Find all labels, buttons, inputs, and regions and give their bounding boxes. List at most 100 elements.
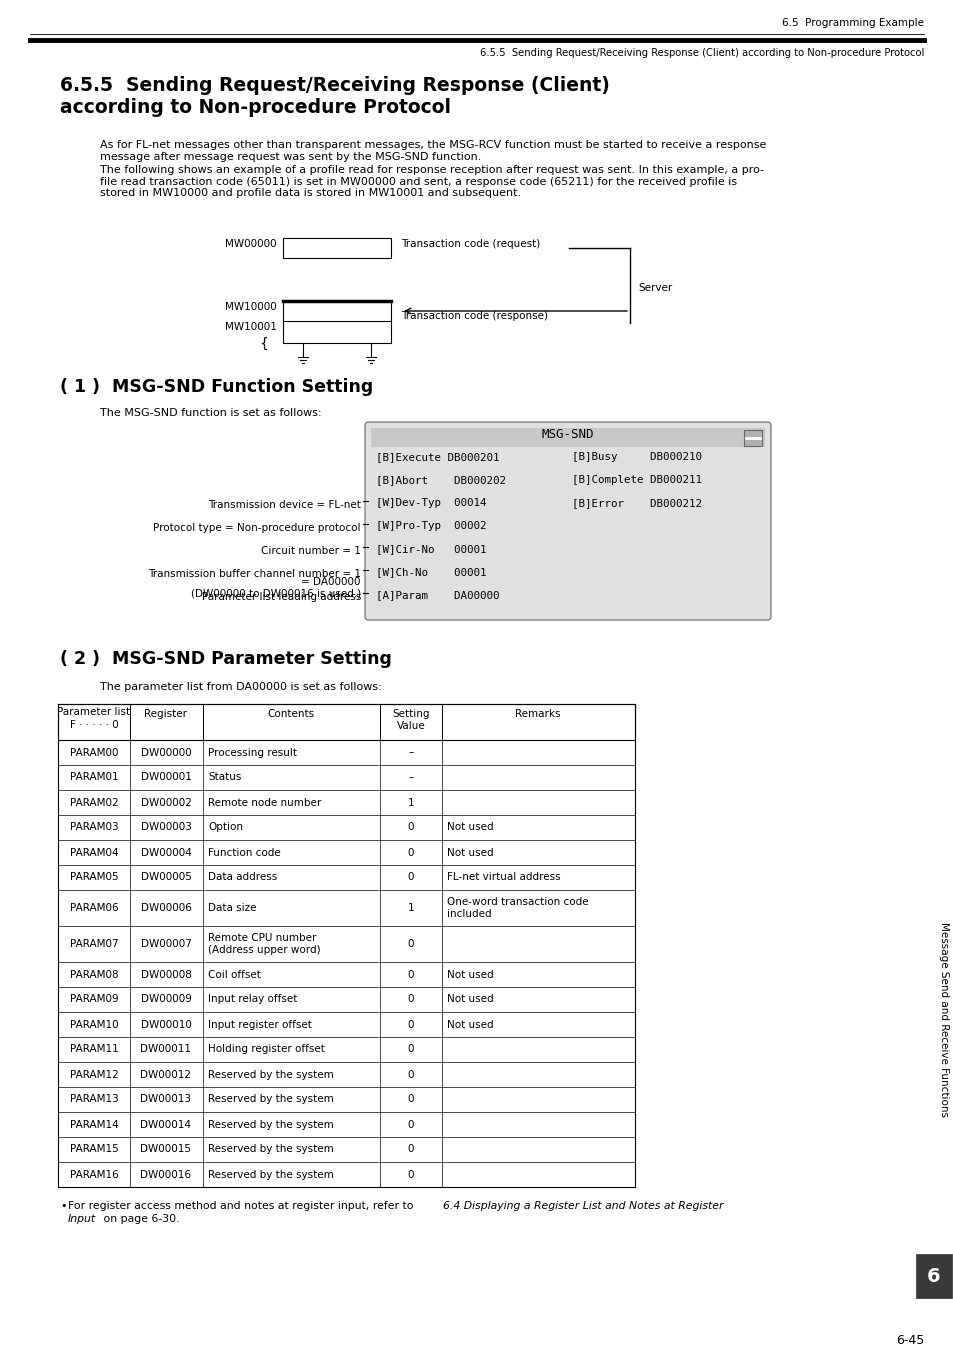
Text: 0: 0 [407, 940, 414, 949]
Text: The parameter list from DA00000 is set as follows:: The parameter list from DA00000 is set a… [100, 682, 381, 693]
Text: Data size: Data size [208, 903, 256, 913]
Text: PARAM14: PARAM14 [70, 1119, 118, 1130]
Text: DW00013: DW00013 [140, 1095, 192, 1104]
Text: PARAM07: PARAM07 [70, 940, 118, 949]
Text: DW00006: DW00006 [140, 903, 192, 913]
Text: 6.5.5  Sending Request/Receiving Response (Client) according to Non-procedure Pr: 6.5.5 Sending Request/Receiving Response… [479, 49, 923, 58]
Text: Message Send and Receive Functions: Message Send and Receive Functions [938, 922, 948, 1118]
Text: Not used: Not used [447, 822, 493, 833]
Text: Coil offset: Coil offset [208, 969, 260, 980]
Text: DW00016: DW00016 [140, 1169, 192, 1180]
Text: Transmission buffer channel number = 1: Transmission buffer channel number = 1 [148, 568, 360, 579]
Text: PARAM06: PARAM06 [70, 903, 118, 913]
Text: PARAM15: PARAM15 [70, 1145, 118, 1154]
Text: [W]Cir-No   00001: [W]Cir-No 00001 [375, 544, 486, 554]
Text: ( 2 )  MSG-SND Parameter Setting: ( 2 ) MSG-SND Parameter Setting [60, 649, 392, 668]
Text: The MSG-SND function is set as follows:: The MSG-SND function is set as follows: [100, 408, 321, 418]
Text: PARAM03: PARAM03 [70, 822, 118, 833]
Text: DW00001: DW00001 [140, 772, 192, 783]
Text: {: { [259, 338, 268, 351]
Text: Circuit number = 1: Circuit number = 1 [261, 545, 360, 556]
Text: •: • [60, 1202, 67, 1211]
Text: FL-net virtual address: FL-net virtual address [447, 872, 560, 883]
Text: Reserved by the system: Reserved by the system [208, 1169, 334, 1180]
Text: Server: Server [638, 284, 672, 293]
Text: PARAM01: PARAM01 [70, 772, 118, 783]
Text: Not used: Not used [447, 969, 493, 980]
Text: PARAM09: PARAM09 [70, 995, 118, 1004]
Text: The following shows an example of a profile read for response reception after re: The following shows an example of a prof… [100, 165, 763, 198]
Text: PARAM08: PARAM08 [70, 969, 118, 980]
Text: PARAM11: PARAM11 [70, 1045, 118, 1054]
Text: PARAM00: PARAM00 [70, 748, 118, 757]
Text: Parameter list: Parameter list [57, 707, 131, 717]
Text: 0: 0 [407, 848, 414, 857]
Text: DW00015: DW00015 [140, 1145, 192, 1154]
Text: MSG-SND: MSG-SND [541, 428, 594, 441]
Text: [W]Dev-Typ  00014: [W]Dev-Typ 00014 [375, 498, 486, 508]
Text: 6.5  Programming Example: 6.5 Programming Example [781, 18, 923, 28]
Text: [W]Ch-No    00001: [W]Ch-No 00001 [375, 567, 486, 576]
Text: DW00010: DW00010 [140, 1019, 192, 1030]
Text: Reserved by the system: Reserved by the system [208, 1069, 334, 1080]
Text: DW00003: DW00003 [140, 822, 192, 833]
Text: 0: 0 [407, 872, 414, 883]
Text: (DW00000 to DW00016 is used.): (DW00000 to DW00016 is used.) [191, 589, 360, 599]
Bar [58, 703, 635, 740]
FancyBboxPatch shape [365, 423, 770, 620]
Text: 0: 0 [407, 1019, 414, 1030]
Text: DW00000: DW00000 [140, 748, 192, 757]
Text: Reserved by the system: Reserved by the system [208, 1119, 334, 1130]
Text: [B]Busy     DB000210: [B]Busy DB000210 [572, 452, 701, 462]
Text: [B]Execute DB000201: [B]Execute DB000201 [375, 452, 499, 462]
Text: PARAM12: PARAM12 [70, 1069, 118, 1080]
Text: 0: 0 [407, 822, 414, 833]
Text: F · · · · · 0: F · · · · · 0 [70, 720, 118, 730]
Text: –: – [408, 748, 414, 757]
Text: Not used: Not used [447, 848, 493, 857]
Text: 0: 0 [407, 995, 414, 1004]
Text: Data address: Data address [208, 872, 277, 883]
Text: PARAM05: PARAM05 [70, 872, 118, 883]
Text: Reserved by the system: Reserved by the system [208, 1145, 334, 1154]
Text: Remote CPU number
(Address upper word): Remote CPU number (Address upper word) [208, 933, 320, 954]
Text: MW10001: MW10001 [225, 323, 276, 332]
Text: Register: Register [144, 709, 188, 720]
Text: DW00012: DW00012 [140, 1069, 192, 1080]
Text: 1: 1 [407, 798, 414, 807]
Text: Not used: Not used [447, 995, 493, 1004]
Text: 6.4 Displaying a Register List and Notes at Register: 6.4 Displaying a Register List and Notes… [442, 1202, 722, 1211]
Text: DW00005: DW00005 [140, 872, 192, 883]
Text: Contents: Contents [267, 709, 314, 720]
Text: Reserved by the system: Reserved by the system [208, 1095, 334, 1104]
Text: Not used: Not used [447, 1019, 493, 1030]
Text: 0: 0 [407, 1119, 414, 1130]
Text: 0: 0 [407, 1045, 414, 1054]
Text: Remarks: Remarks [515, 709, 560, 720]
Text: 6-45: 6-45 [895, 1334, 923, 1347]
Text: Status: Status [208, 772, 241, 783]
Text: PARAM13: PARAM13 [70, 1095, 118, 1104]
Text: PARAM04: PARAM04 [70, 848, 118, 857]
Text: Remote node number: Remote node number [208, 798, 321, 807]
Text: DW00004: DW00004 [140, 848, 192, 857]
Text: on page 6-30.: on page 6-30. [100, 1214, 179, 1224]
Text: –: – [408, 772, 414, 783]
Text: Input relay offset: Input relay offset [208, 995, 297, 1004]
Text: 6.5.5  Sending Request/Receiving Response (Client)
according to Non-procedure Pr: 6.5.5 Sending Request/Receiving Response… [60, 76, 609, 117]
Text: 0: 0 [407, 1169, 414, 1180]
Text: 6: 6 [926, 1266, 940, 1285]
Text: [A]Param    DA00000: [A]Param DA00000 [375, 590, 499, 599]
Text: For register access method and notes at register input, refer to: For register access method and notes at … [68, 1202, 416, 1211]
Text: 1: 1 [407, 903, 414, 913]
Text: Input register offset: Input register offset [208, 1019, 312, 1030]
Text: DW00002: DW00002 [140, 798, 192, 807]
Text: As for FL-net messages other than transparent messages, the MSG-RCV function mus: As for FL-net messages other than transp… [100, 140, 765, 162]
Text: 0: 0 [407, 1145, 414, 1154]
Text: 0: 0 [407, 1069, 414, 1080]
Bar [371, 428, 764, 447]
Text: Input: Input [68, 1214, 96, 1224]
Text: Setting
Value: Setting Value [392, 709, 429, 730]
Text: DW00007: DW00007 [140, 940, 192, 949]
Text: Transmission device = FL-net: Transmission device = FL-net [208, 500, 360, 510]
